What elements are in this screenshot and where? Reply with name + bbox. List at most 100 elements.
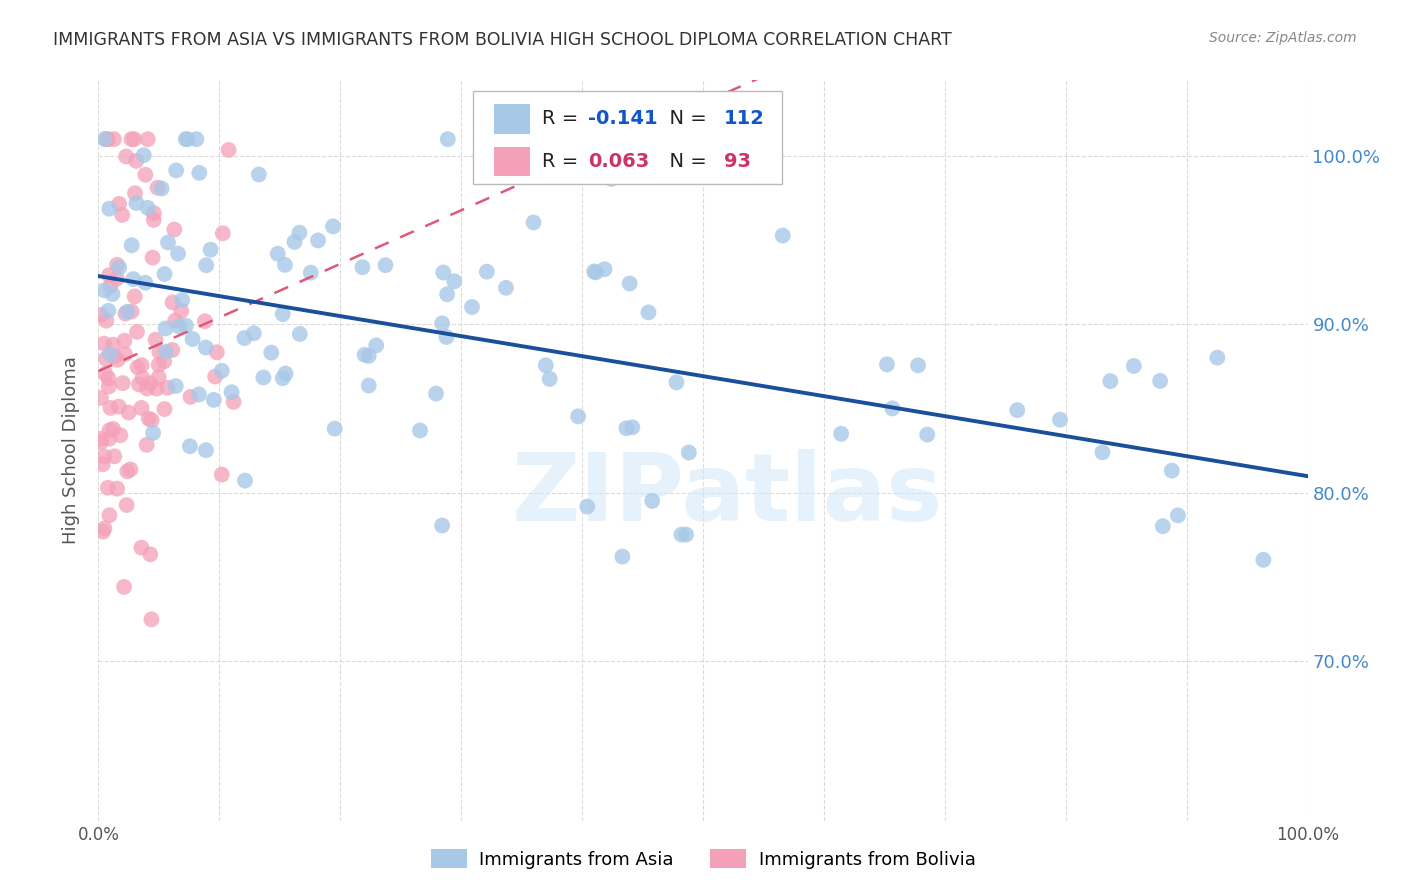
Point (352, 260, 374, 275)
Point (103, 350, 125, 364)
Point (101, 422, 124, 436)
Text: N =: N = (657, 152, 713, 171)
Point (165, 163, 187, 178)
Point (120, 132, 142, 146)
Point (612, 549, 634, 564)
Point (101, 287, 124, 301)
Point (124, 289, 146, 303)
Point (103, 132, 125, 146)
Point (675, 527, 697, 541)
Point (274, 258, 297, 272)
Point (600, 172, 623, 186)
Text: N =: N = (657, 110, 713, 128)
Point (105, 271, 128, 285)
Point (211, 364, 233, 378)
Point (252, 370, 274, 384)
Point (915, 427, 938, 442)
Point (233, 331, 256, 345)
Point (357, 349, 380, 363)
Point (93, 336, 115, 351)
Point (163, 222, 186, 236)
Point (1167, 508, 1189, 523)
Point (299, 266, 322, 280)
Point (94, 351, 117, 366)
Point (1149, 374, 1171, 388)
Point (432, 266, 454, 280)
Point (98, 202, 121, 216)
Point (141, 612, 163, 626)
Point (93, 521, 115, 535)
Point (127, 360, 149, 375)
Point (97, 132, 120, 146)
Point (124, 186, 146, 201)
Point (179, 390, 201, 404)
Point (267, 246, 290, 260)
Point (194, 314, 217, 328)
Point (678, 445, 700, 459)
Point (153, 354, 176, 368)
Point (1049, 412, 1071, 426)
Point (141, 413, 163, 427)
Point (105, 482, 128, 496)
Point (205, 345, 228, 359)
Point (271, 307, 294, 321)
Point (115, 498, 138, 512)
Point (1099, 374, 1122, 388)
Text: 93: 93 (724, 152, 751, 171)
Point (111, 208, 134, 222)
Point (155, 321, 177, 335)
Point (136, 132, 159, 146)
Point (94, 367, 117, 381)
Point (172, 293, 194, 307)
Point (538, 372, 561, 386)
Point (134, 168, 156, 182)
Point (91, 524, 114, 539)
Point (188, 166, 211, 180)
Point (90, 308, 112, 322)
Point (98, 508, 121, 523)
Point (139, 376, 162, 391)
Point (103, 337, 125, 351)
Point (218, 143, 240, 157)
Point (637, 305, 659, 319)
Point (125, 196, 148, 211)
Point (585, 265, 607, 279)
Text: 112: 112 (724, 110, 765, 128)
Point (882, 401, 904, 416)
Point (110, 428, 132, 442)
Point (139, 547, 162, 561)
Point (98, 432, 121, 446)
Point (100, 279, 122, 293)
Point (145, 382, 167, 396)
Point (150, 181, 173, 195)
Text: IMMIGRANTS FROM ASIA VS IMMIGRANTS FROM BOLIVIA HIGH SCHOOL DIPLOMA CORRELATION : IMMIGRANTS FROM ASIA VS IMMIGRANTS FROM … (53, 31, 952, 49)
Point (641, 494, 664, 508)
Point (112, 334, 135, 348)
Point (93, 284, 115, 298)
Point (260, 345, 283, 359)
Point (322, 219, 344, 234)
Point (122, 132, 145, 146)
Point (288, 226, 311, 240)
Text: Source: ZipAtlas.com: Source: ZipAtlas.com (1209, 31, 1357, 45)
Point (436, 330, 458, 344)
Point (108, 260, 131, 275)
Point (221, 385, 243, 400)
Point (593, 262, 616, 277)
Point (138, 411, 160, 425)
Point (97, 303, 120, 318)
Point (534, 358, 557, 372)
Point (495, 281, 517, 295)
Point (155, 344, 177, 359)
Point (772, 228, 794, 243)
Point (174, 132, 197, 146)
Point (117, 464, 139, 478)
Point (1253, 553, 1275, 567)
FancyBboxPatch shape (494, 104, 530, 134)
Text: 0.063: 0.063 (588, 152, 650, 171)
Point (222, 395, 245, 409)
Point (614, 421, 637, 435)
Point (162, 343, 184, 357)
Point (274, 367, 297, 381)
Point (522, 215, 544, 229)
